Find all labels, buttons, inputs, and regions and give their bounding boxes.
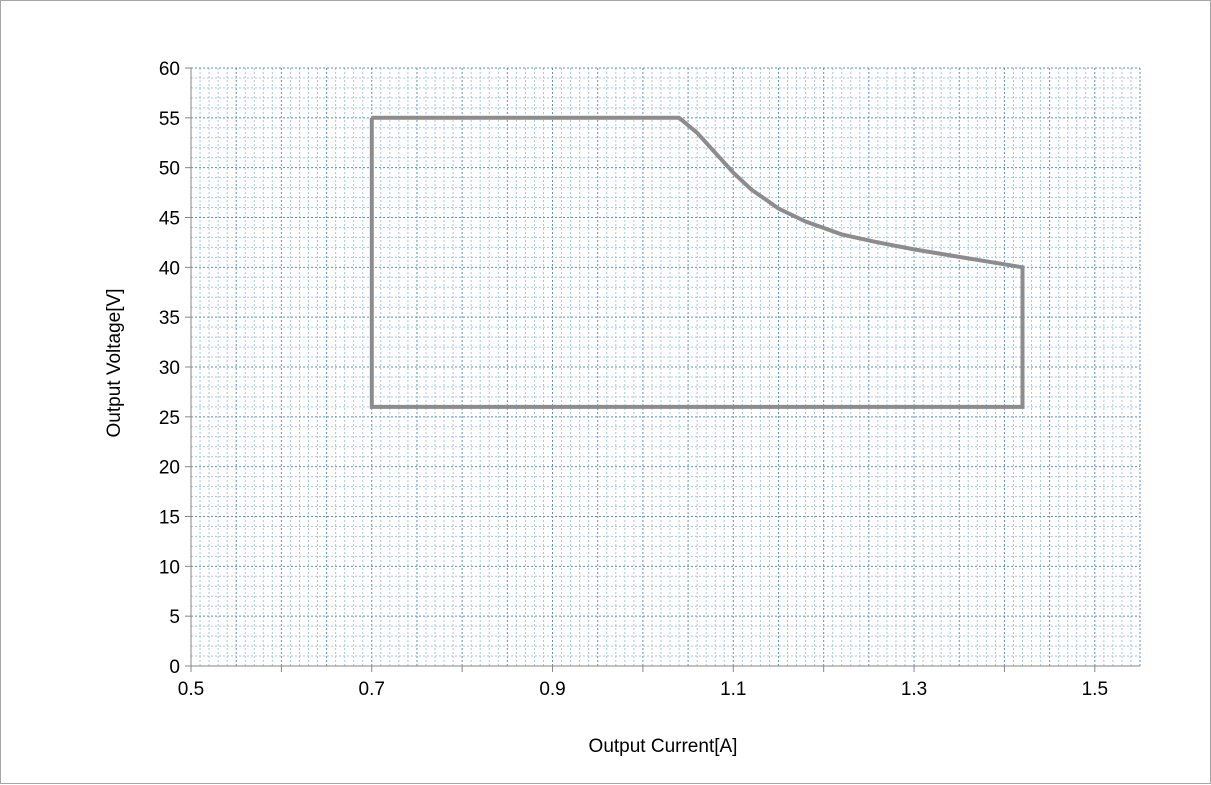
data-point	[877, 241, 879, 243]
y-axis-title: Output Voltage[V]	[104, 289, 125, 438]
y-tick-label: 50	[159, 159, 180, 180]
series-layer	[369, 115, 1025, 409]
x-axis-title: Output Current[A]	[589, 736, 738, 757]
data-point	[841, 233, 843, 235]
data-point	[371, 406, 373, 408]
y-tick-label: 35	[159, 308, 180, 329]
data-point	[732, 172, 734, 174]
y-tick-label: 60	[159, 59, 180, 80]
data-point	[805, 220, 807, 222]
axis-layer	[185, 67, 1140, 672]
x-tick-label: 0.9	[539, 679, 565, 700]
y-tick-label: 25	[159, 408, 180, 429]
y-tick-label: 30	[159, 358, 180, 379]
data-point	[949, 254, 951, 256]
data-point	[714, 152, 716, 154]
data-point	[777, 208, 779, 210]
data-point	[1022, 406, 1024, 408]
y-tick-label: 20	[159, 458, 180, 479]
y-tick-label: 5	[169, 607, 180, 628]
y-tick-label: 45	[159, 209, 180, 230]
grid-layer	[190, 67, 1141, 667]
x-tick-label: 1.1	[720, 679, 746, 700]
data-point	[750, 189, 752, 191]
data-point	[678, 117, 680, 119]
x-tick-label: 0.7	[359, 679, 385, 700]
data-point	[696, 132, 698, 134]
y-tick-label: 15	[159, 508, 180, 529]
y-tick-label: 55	[159, 109, 180, 130]
data-point	[1022, 266, 1024, 268]
data-point	[371, 117, 373, 119]
series-boundary-line	[369, 115, 1025, 409]
y-tick-label: 40	[159, 258, 180, 279]
tick-labels: 0 5 10 15 20 25 30 35 40 45 50 55 60 0.5 0.7 0.9 1.1 1.3 1…	[159, 59, 1108, 700]
x-tick-label: 1.5	[1082, 679, 1108, 700]
x-tick-label: 1.3	[901, 679, 927, 700]
x-tick-label: 0.5	[178, 679, 204, 700]
y-tick-label: 0	[169, 657, 180, 678]
y-tick-label: 10	[159, 557, 180, 578]
data-point	[913, 248, 915, 250]
